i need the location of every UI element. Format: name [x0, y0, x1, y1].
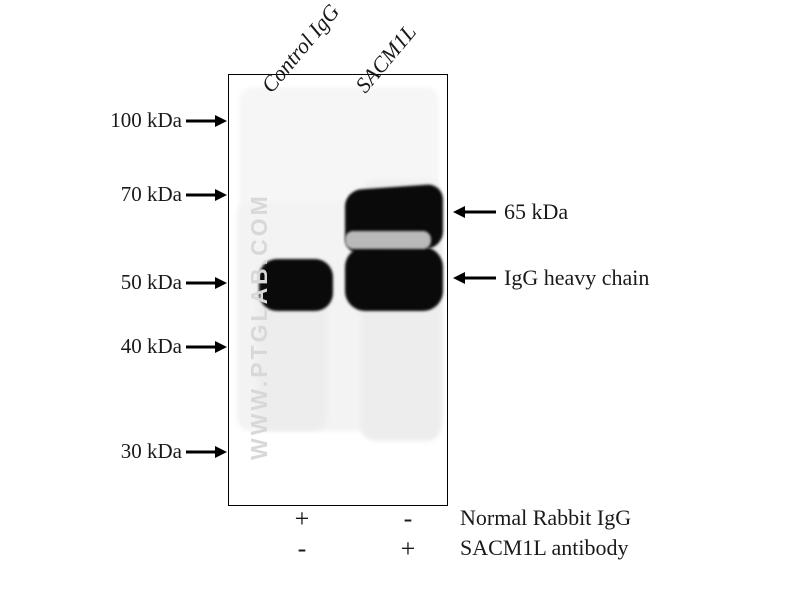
figure-container: 100 kDa70 kDa50 kDa40 kDa30 kDa Control … [0, 0, 800, 600]
legend-marker: + [388, 534, 428, 564]
mw-marker-label: 100 kDa [100, 108, 182, 133]
mw-marker-label: 70 kDa [100, 182, 182, 207]
legend-marker: + [282, 504, 322, 534]
mw-marker-label: 50 kDa [100, 270, 182, 295]
blot-band [345, 247, 443, 311]
legend-text: Normal Rabbit IgG [460, 505, 631, 531]
legend-marker: - [388, 504, 428, 534]
right-annotation-label: IgG heavy chain [504, 265, 649, 291]
mw-marker-label: 40 kDa [100, 334, 182, 359]
legend-marker: - [282, 534, 322, 564]
blot-band [345, 231, 431, 249]
legend-text: SACM1L antibody [460, 535, 628, 561]
right-annotation-label: 65 kDa [504, 199, 568, 225]
mw-marker-label: 30 kDa [100, 439, 182, 464]
watermark-text: WWW.PTGLAB.COM [246, 193, 273, 460]
